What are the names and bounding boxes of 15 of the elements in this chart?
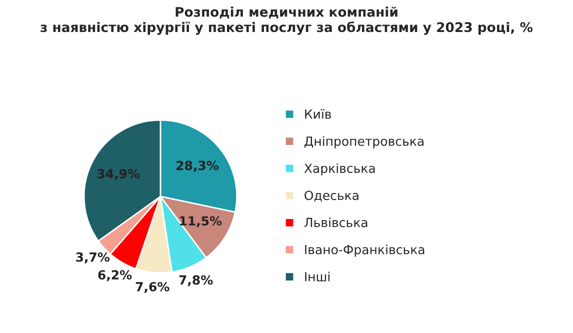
data-label: 11,5% [180, 216, 222, 228]
chart-title: Розподіл медичних компаній з наявністю хірургії у пакеті послуг за областями у 2023 році, % [40, 6, 533, 35]
data-label: 28,3% [176, 160, 219, 172]
legend-label: Дніпропетровська [304, 136, 424, 148]
legend-label: Харківська [304, 163, 375, 176]
legend-label: Одеська [304, 190, 358, 202]
data-label: 3,7% [76, 252, 110, 264]
legend-label: Івано-Франківська [305, 244, 424, 257]
data-label: 34,9% [97, 169, 140, 180]
data-label: 7,6% [136, 282, 170, 294]
data-label: 7,8% [179, 275, 213, 286]
legend-label: Інші [305, 272, 330, 282]
legend-label: Київ [305, 109, 331, 119]
data-label: 6,2% [98, 270, 132, 282]
legend-label: Львівська [304, 218, 368, 228]
